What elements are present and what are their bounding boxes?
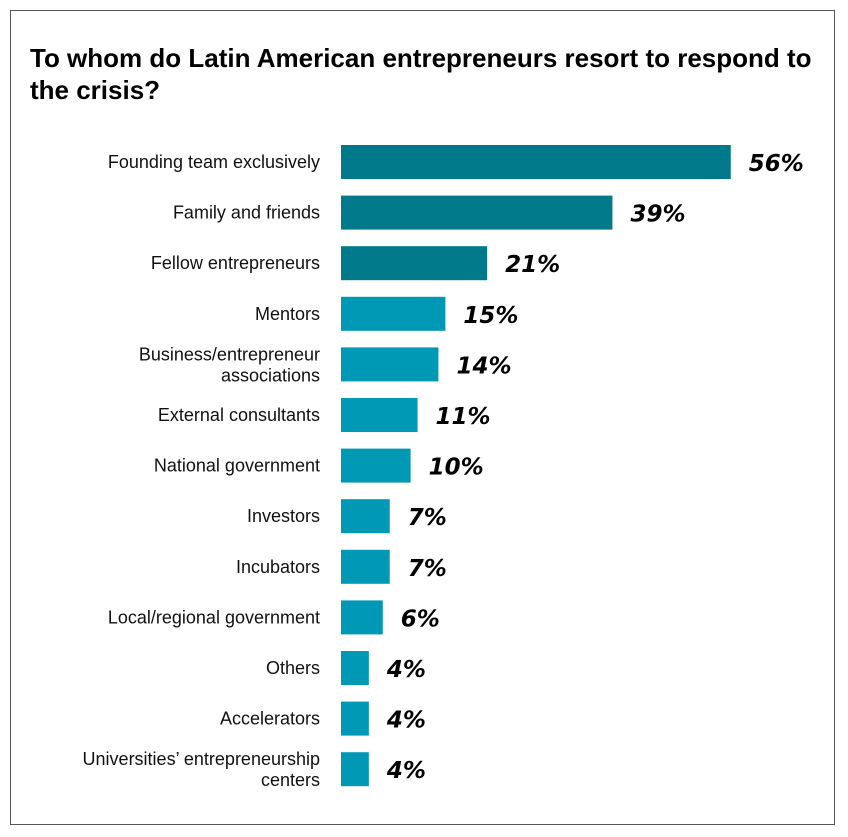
category-label: Accelerators: [220, 709, 320, 729]
data-label: 7%: [408, 505, 447, 531]
data-label: 4%: [386, 708, 426, 734]
data-label: 6%: [401, 606, 440, 632]
bar: [341, 296, 446, 331]
data-label: 7%: [408, 556, 447, 582]
category-label: Founding team exclusively: [108, 152, 320, 172]
bar: [341, 651, 369, 685]
category-label: Local/regional government: [108, 607, 320, 627]
data-label: 4%: [386, 657, 426, 683]
bar: [341, 145, 731, 179]
category-label: Family and friends: [173, 203, 320, 223]
category-label: Business/entrepreneur associations: [139, 344, 320, 385]
data-label: 10%: [429, 455, 484, 481]
data-label: 11%: [436, 404, 491, 430]
data-label: 21%: [505, 252, 560, 278]
chart-frame: [10, 10, 835, 825]
bar: [341, 195, 613, 230]
bar: [341, 347, 439, 382]
bar: [341, 752, 369, 787]
data-label: 56%: [749, 151, 804, 177]
category-label: Investors: [247, 506, 320, 526]
data-label: 39%: [630, 202, 685, 228]
data-label: 14%: [456, 353, 511, 379]
bar: [341, 549, 390, 584]
bar: [341, 600, 383, 635]
category-label: National government: [154, 456, 320, 476]
chart-title: To whom do Latin American entrepreneurs …: [30, 43, 812, 105]
data-label: 4%: [386, 758, 426, 784]
category-label: Fellow entrepreneurs: [151, 253, 320, 273]
bar: [341, 499, 390, 534]
category-label: External consultants: [158, 405, 320, 425]
category-label: Mentors: [255, 304, 320, 324]
category-label: Others: [266, 658, 320, 678]
category-label: Incubators: [236, 557, 320, 577]
category-label: Universities’ entrepreneurship centers: [83, 749, 320, 790]
bar: [341, 398, 418, 432]
bar: [341, 448, 411, 483]
data-label: 15%: [463, 303, 518, 329]
bar: [341, 701, 369, 736]
bar: [341, 246, 488, 281]
